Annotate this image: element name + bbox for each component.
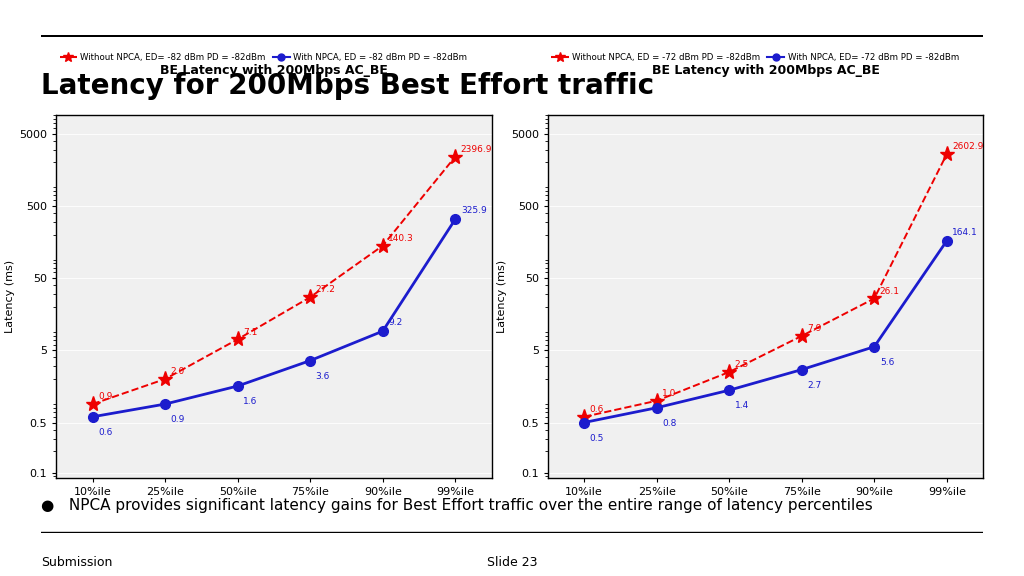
Text: 164.1: 164.1 (952, 228, 978, 237)
Text: 0.9: 0.9 (98, 392, 113, 401)
Text: 0.5: 0.5 (590, 434, 604, 442)
Text: 2.7: 2.7 (807, 381, 821, 390)
Text: 9.2: 9.2 (388, 318, 402, 327)
Text: 2.0: 2.0 (171, 367, 185, 376)
Text: 1.6: 1.6 (244, 397, 258, 406)
Text: 27.2: 27.2 (315, 285, 336, 294)
Text: 1.4: 1.4 (735, 401, 749, 410)
Text: 2396.9: 2396.9 (461, 145, 493, 154)
Text: ●   NPCA provides significant latency gains for Best Effort traffic over the ent: ● NPCA provides significant latency gain… (41, 498, 872, 513)
Text: Slide 23: Slide 23 (486, 556, 538, 569)
Text: 325.9: 325.9 (461, 206, 486, 215)
Text: 7.1: 7.1 (244, 328, 258, 336)
Text: 7.9: 7.9 (807, 324, 821, 333)
Text: 140.3: 140.3 (388, 234, 414, 243)
Text: 5.6: 5.6 (880, 358, 894, 367)
Text: 2.5: 2.5 (735, 360, 749, 369)
Text: 26.1: 26.1 (880, 287, 900, 295)
Text: 2602.9: 2602.9 (952, 142, 984, 151)
Text: 0.6: 0.6 (590, 405, 604, 414)
Text: 0.9: 0.9 (171, 415, 185, 424)
Text: Latency for 200Mbps Best Effort traffic: Latency for 200Mbps Best Effort traffic (41, 72, 654, 100)
Title: BE Latency with 200Mbps AC_BE: BE Latency with 200Mbps AC_BE (651, 63, 880, 77)
Text: 1.0: 1.0 (663, 389, 677, 398)
Legend: Without NPCA, ED = -72 dBm PD = -82dBm, With NPCA, ED= -72 dBm PD = -82dBm: Without NPCA, ED = -72 dBm PD = -82dBm, … (548, 50, 963, 66)
Text: 3.6: 3.6 (315, 372, 330, 381)
Y-axis label: Latency (ms): Latency (ms) (497, 260, 507, 333)
Title: BE Latency with 200Mbps AC_BE: BE Latency with 200Mbps AC_BE (160, 63, 388, 77)
Legend: Without NPCA, ED= -82 dBm PD = -82dBm, With NPCA, ED = -82 dBm PD = -82dBm: Without NPCA, ED= -82 dBm PD = -82dBm, W… (56, 50, 471, 66)
Y-axis label: Latency (ms): Latency (ms) (5, 260, 15, 333)
Text: 0.6: 0.6 (98, 428, 113, 437)
Text: Submission: Submission (41, 556, 113, 569)
Text: 0.8: 0.8 (663, 419, 677, 428)
